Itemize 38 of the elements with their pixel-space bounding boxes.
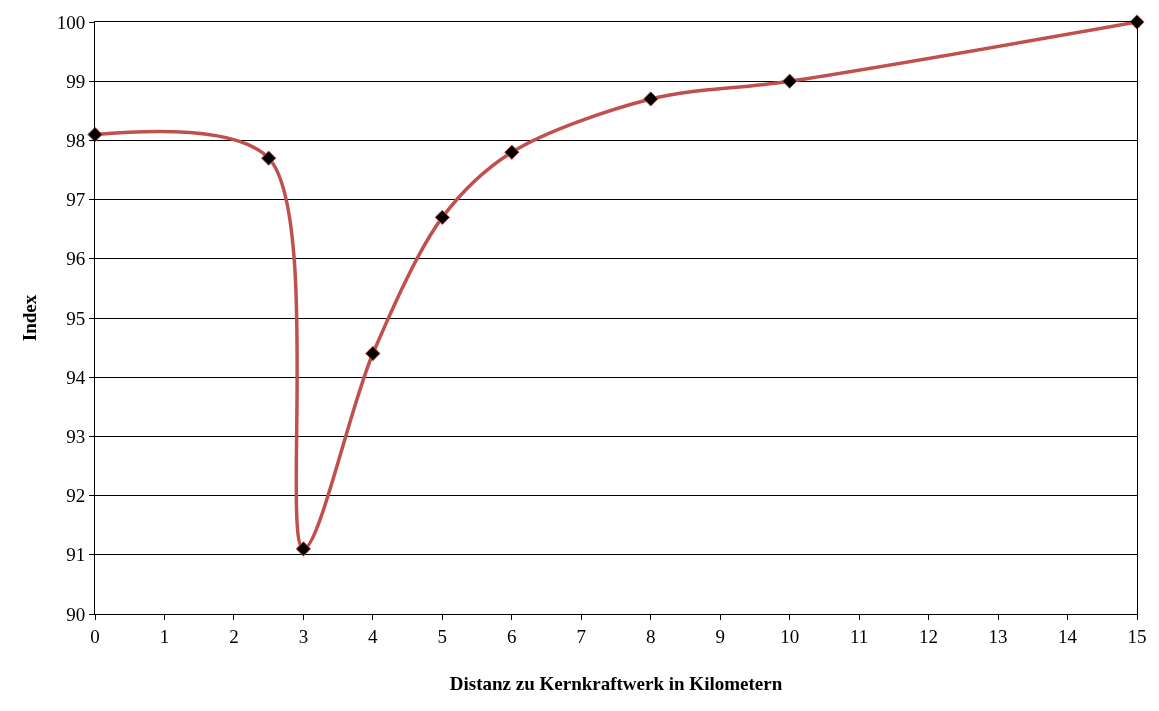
- x-tick-label: 0: [90, 625, 100, 647]
- x-tick-label: 12: [919, 625, 939, 647]
- point: [295, 541, 312, 557]
- point: [87, 126, 103, 143]
- y-tick-label: 95: [66, 307, 86, 329]
- y-tick-label: 100: [56, 11, 86, 33]
- y-tick-label: 98: [66, 130, 86, 152]
- x-tick-label: 10: [780, 625, 800, 647]
- x-tick-label: 15: [1127, 625, 1147, 647]
- y-tick-label: 92: [66, 485, 86, 507]
- y-tick-label: 97: [66, 189, 86, 211]
- point: [434, 209, 450, 226]
- y-tick-label: 96: [66, 248, 86, 270]
- point: [782, 73, 798, 89]
- x-tick-label: 2: [229, 625, 239, 647]
- x-tick-label: 14: [1058, 625, 1078, 647]
- point: [504, 144, 520, 160]
- x-tick-label: 7: [576, 625, 587, 647]
- x-tick-label: 9: [715, 625, 725, 647]
- point: [261, 150, 277, 166]
- point: [643, 91, 659, 107]
- y-tick-label: 93: [66, 426, 86, 448]
- y-tick-label: 90: [66, 603, 86, 625]
- y-tick-label: 91: [66, 544, 86, 566]
- x-tick-label: 8: [645, 625, 656, 647]
- point: [1129, 14, 1145, 30]
- y-tick-label: 94: [66, 366, 86, 388]
- x-tick-label: 11: [849, 625, 869, 647]
- y-axis-title: Index: [18, 294, 40, 342]
- x-tick-label: 1: [159, 625, 170, 647]
- y-tick-label: 99: [66, 70, 86, 92]
- x-tick-label: 5: [437, 625, 448, 647]
- x-tick-label: 4: [368, 625, 379, 647]
- x-tick-label: 3: [298, 625, 309, 647]
- x-tick-label: 13: [988, 625, 1008, 647]
- x-axis-title: Distanz zu Kernkraftwerk in Kilometern: [449, 672, 783, 694]
- x-tick-label: 6: [507, 625, 517, 647]
- point: [365, 345, 381, 362]
